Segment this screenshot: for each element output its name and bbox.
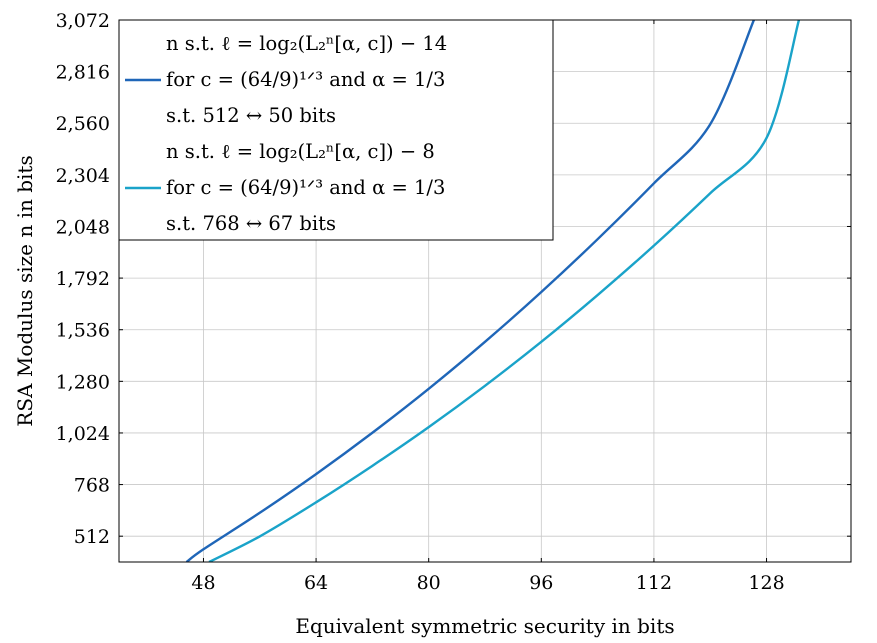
x-tick-label: 112 [636,572,672,594]
y-tick-label: 2,048 [56,216,110,238]
y-tick-label: 2,560 [56,113,110,135]
legend-entry-1-text: for c = (64/9)¹ᐟ³ and α = 1/3 [166,68,445,91]
y-axis-label: RSA Modulus size n in bits [13,155,37,426]
legend: n s.t. ℓ = log₂(L₂ⁿ[α, c]) − 14 for c = (… [118,19,554,241]
y-tick-label: 1,024 [56,423,110,445]
legend-entry-2-text: s.t. 768 ↔ 67 bits [166,212,336,235]
legend-box [118,19,554,241]
x-tick-label: 48 [191,572,215,594]
y-tick-label: 2,304 [56,165,110,187]
legend-entry-1-text: s.t. 512 ↔ 50 bits [166,104,336,127]
legend-entry-1-text: n s.t. ℓ = log₂(L₂ⁿ[α, c]) − 14 [166,32,447,55]
axis-ticks: 48 64 80 96 112 128 512 768 1,024 1,280 1,536 1,792… [56,10,851,594]
legend-entry-2-text: n s.t. ℓ = log₂(L₂ⁿ[α, c]) − 8 [166,140,435,163]
x-tick-label: 80 [417,572,441,594]
x-tick-label: 96 [529,572,553,594]
y-tick-label: 2,816 [56,62,110,84]
series-curves [185,20,801,562]
y-tick-label: 1,792 [56,268,110,290]
x-tick-label: 64 [304,572,328,594]
y-tick-label: 1,280 [56,371,110,393]
legend-entry-2-text: for c = (64/9)¹ᐟ³ and α = 1/3 [166,176,445,199]
y-tick-label: 512 [74,526,110,548]
x-tick-label: 128 [748,572,784,594]
series-2-line [208,20,801,562]
y-tick-label: 1,536 [56,320,110,342]
x-axis-label: Equivalent symmetric security in bits [295,614,674,638]
y-tick-label: 768 [74,475,110,497]
y-tick-label: 3,072 [56,10,110,32]
series-1-line [185,20,755,562]
